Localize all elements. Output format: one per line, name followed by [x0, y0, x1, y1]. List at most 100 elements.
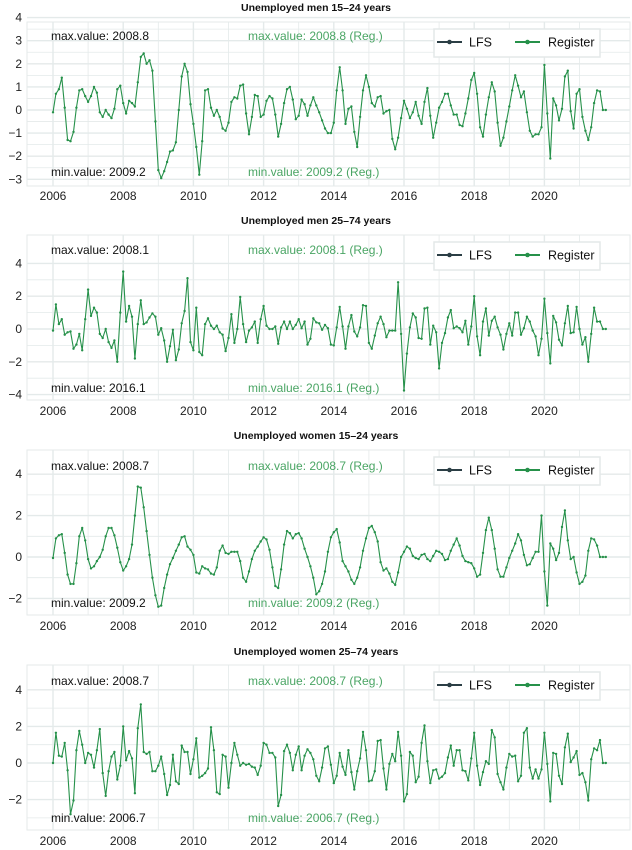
data-point-register [554, 104, 558, 107]
data-point-register [116, 88, 119, 91]
data-point-register [396, 136, 400, 139]
data-point-register [244, 112, 248, 115]
data-point-register [81, 88, 84, 91]
data-point-register [385, 567, 388, 570]
data-point-register [206, 568, 210, 571]
data-point-register [361, 549, 365, 552]
y-tick-label: −2 [8, 591, 22, 605]
data-point-register [277, 135, 280, 138]
data-point-register [534, 133, 537, 136]
data-point-register [151, 576, 154, 579]
data-point-register [449, 549, 452, 552]
data-point-register [165, 793, 169, 797]
data-point-register [473, 567, 476, 570]
data-point-register [584, 781, 587, 784]
data-point-register [543, 63, 546, 67]
data-point-register [95, 749, 99, 752]
data-point-register [180, 75, 183, 78]
data-point-register [405, 792, 409, 796]
x-tick-label: 2018 [461, 834, 488, 848]
data-point-register [399, 332, 403, 336]
data-point-register [595, 544, 599, 547]
data-point-register [473, 731, 476, 734]
data-point-register [84, 761, 87, 765]
data-point-register [160, 176, 163, 180]
data-point-register [519, 539, 523, 542]
data-point-register [163, 586, 166, 590]
data-point-register [475, 335, 479, 338]
y-tick-label: 4 [15, 467, 22, 481]
plot-border [26, 664, 631, 831]
data-point-register [177, 348, 180, 351]
data-point-register [265, 324, 268, 327]
data-point-register [122, 270, 125, 273]
data-point-register [446, 756, 450, 759]
data-point-register [350, 313, 353, 317]
data-point-register [399, 116, 403, 120]
data-point-register [174, 141, 178, 144]
data-point-register [244, 340, 248, 344]
data-point-register [92, 766, 96, 769]
data-point-register [288, 85, 292, 89]
data-point-register [262, 113, 265, 116]
data-point-register [505, 120, 508, 123]
data-point-register [250, 115, 254, 119]
data-point-register [171, 328, 175, 331]
legend-register-point-icon [525, 682, 530, 688]
y-tick-label: 2 [15, 289, 22, 303]
data-point-register [165, 160, 169, 164]
data-point-register [215, 108, 218, 112]
min-value-register-annotation: min.value: 2009.2 (Reg.) [248, 596, 379, 610]
y-tick-label: 4 [15, 683, 22, 697]
data-point-register [326, 550, 330, 553]
data-point-register [423, 552, 426, 556]
data-point-register [554, 558, 558, 562]
data-point-register [423, 100, 426, 104]
data-point-register [113, 534, 116, 537]
data-point-register [534, 550, 537, 553]
data-point-register [420, 741, 423, 745]
data-point-register [116, 546, 119, 549]
data-point-register [183, 62, 186, 65]
data-point-register [171, 753, 175, 756]
data-point-register [470, 757, 473, 760]
data-point-register [279, 326, 283, 329]
data-point-register [464, 112, 467, 115]
panel-title: Unemployed women 15–24 years [234, 430, 399, 442]
data-point-register [391, 752, 394, 756]
data-point-register [514, 754, 517, 757]
data-point-register [95, 311, 99, 314]
data-point-register [72, 582, 75, 586]
data-point-register [581, 343, 584, 346]
data-point-register [563, 322, 567, 325]
data-point-register [142, 506, 145, 509]
data-point-register [98, 555, 102, 559]
x-tick-label: 2010 [180, 189, 207, 203]
data-point-register [309, 337, 312, 340]
data-point-register [303, 754, 306, 757]
data-point-register [189, 772, 192, 776]
data-point-register [259, 318, 262, 321]
data-point-register [60, 755, 63, 758]
data-point-register [294, 533, 297, 536]
data-point-register [356, 576, 359, 579]
data-point-register [230, 313, 233, 316]
data-point-register [84, 94, 87, 98]
data-point-register [534, 768, 537, 771]
data-point-register [124, 759, 128, 762]
data-point-register [54, 303, 58, 306]
data-point-register [329, 343, 333, 346]
data-point-register [578, 773, 581, 777]
data-point-register [148, 316, 151, 319]
data-point-register [133, 514, 137, 517]
data-point-register [440, 775, 444, 778]
data-point-register [379, 738, 382, 742]
data-point-register [300, 537, 303, 540]
data-point-register [546, 331, 549, 335]
x-tick-label: 2012 [250, 619, 277, 633]
data-point-register [417, 557, 420, 561]
data-point-register [461, 769, 464, 772]
data-point-register [353, 788, 356, 791]
data-point-register [303, 103, 306, 106]
